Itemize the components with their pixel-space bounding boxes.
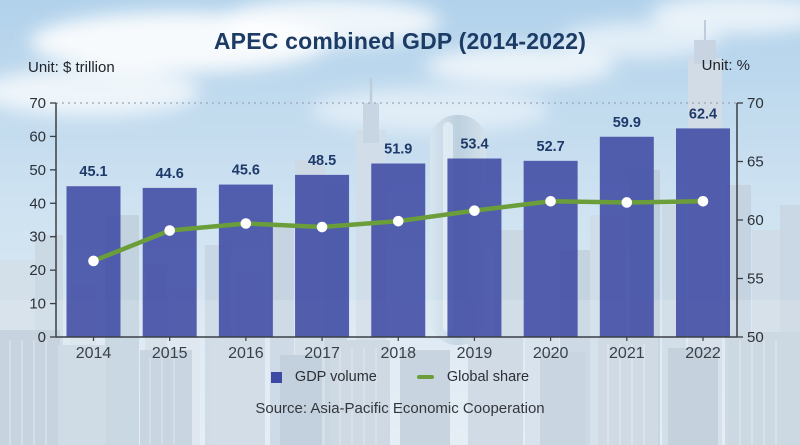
right-axis-tick-label: 65: [747, 154, 764, 171]
chart-legend: GDP volume Global share: [0, 369, 800, 385]
bar-value-label-2015: 44.6: [156, 166, 184, 182]
bar-2020: [523, 160, 578, 337]
left-axis-tick-label: 20: [29, 262, 46, 279]
bar-2015: [142, 187, 197, 337]
year-label-2017: 2017: [304, 345, 340, 362]
chart-title: APEC combined GDP (2014-2022): [213, 28, 587, 54]
year-label-2018: 2018: [380, 345, 416, 362]
right-axis-tick-label: 55: [747, 271, 764, 288]
share-point-2022: [697, 195, 709, 207]
share-point-2016: [240, 218, 252, 229]
year-label-2022: 2022: [685, 345, 721, 362]
bar-value-label-2021: 59.9: [613, 115, 641, 131]
year-label-2015: 2015: [152, 345, 188, 362]
bar-value-label-2022: 62.4: [689, 106, 717, 122]
year-label-2016: 2016: [228, 345, 264, 362]
year-label-2019: 2019: [457, 345, 493, 362]
bar-2018: [371, 163, 426, 337]
left-axis-tick-label: 10: [29, 296, 46, 313]
share-point-2020: [545, 195, 556, 207]
right-axis-tick-label: 50: [747, 329, 764, 346]
bar-2021: [599, 136, 654, 337]
share-point-2015: [164, 225, 175, 236]
share-point-2021: [621, 197, 633, 208]
right-axis-tick-label: 60: [747, 212, 764, 229]
global-share-legend-label: Global share: [446, 369, 530, 385]
year-label-2021: 2021: [609, 345, 645, 362]
bar-value-label-2014: 45.1: [79, 164, 107, 180]
bar-value-label-2016: 45.6: [232, 163, 260, 179]
gdp-volume-legend-swatch: [270, 371, 282, 383]
left-axis-tick-label: 70: [29, 95, 46, 112]
source-attribution: Source: Asia-Pacific Economic Cooperatio…: [255, 400, 545, 417]
bar-2016: [218, 184, 273, 337]
bar-value-label-2019: 53.4: [460, 136, 488, 152]
bar-2017: [295, 174, 350, 337]
year-label-2014: 2014: [76, 345, 112, 362]
share-point-2014: [88, 255, 99, 267]
bar-value-label-2017: 48.5: [308, 153, 336, 169]
bar-value-label-2018: 51.9: [384, 142, 412, 158]
bar-2019: [447, 158, 502, 337]
left-axis-tick-label: 60: [29, 128, 46, 145]
left-axis-unit-label: Unit: $ trillion: [28, 59, 115, 76]
left-axis-tick-label: 0: [38, 329, 46, 346]
left-axis-tick-label: 40: [29, 195, 46, 212]
share-point-2017: [316, 221, 328, 233]
global-share-legend-swatch: [416, 375, 434, 379]
share-point-2018: [392, 215, 404, 227]
right-axis-tick-label: 70: [747, 95, 764, 112]
bar-2022: [676, 128, 730, 337]
left-axis-tick-label: 50: [29, 162, 46, 179]
share-point-2019: [469, 205, 480, 216]
gdp-volume-legend-label: GDP volume: [294, 369, 377, 385]
year-label-2020: 2020: [533, 345, 569, 362]
right-axis-unit-label: Unit: %: [701, 57, 750, 74]
left-axis-tick-label: 30: [29, 229, 46, 246]
bar-value-label-2020: 52.7: [537, 139, 565, 155]
